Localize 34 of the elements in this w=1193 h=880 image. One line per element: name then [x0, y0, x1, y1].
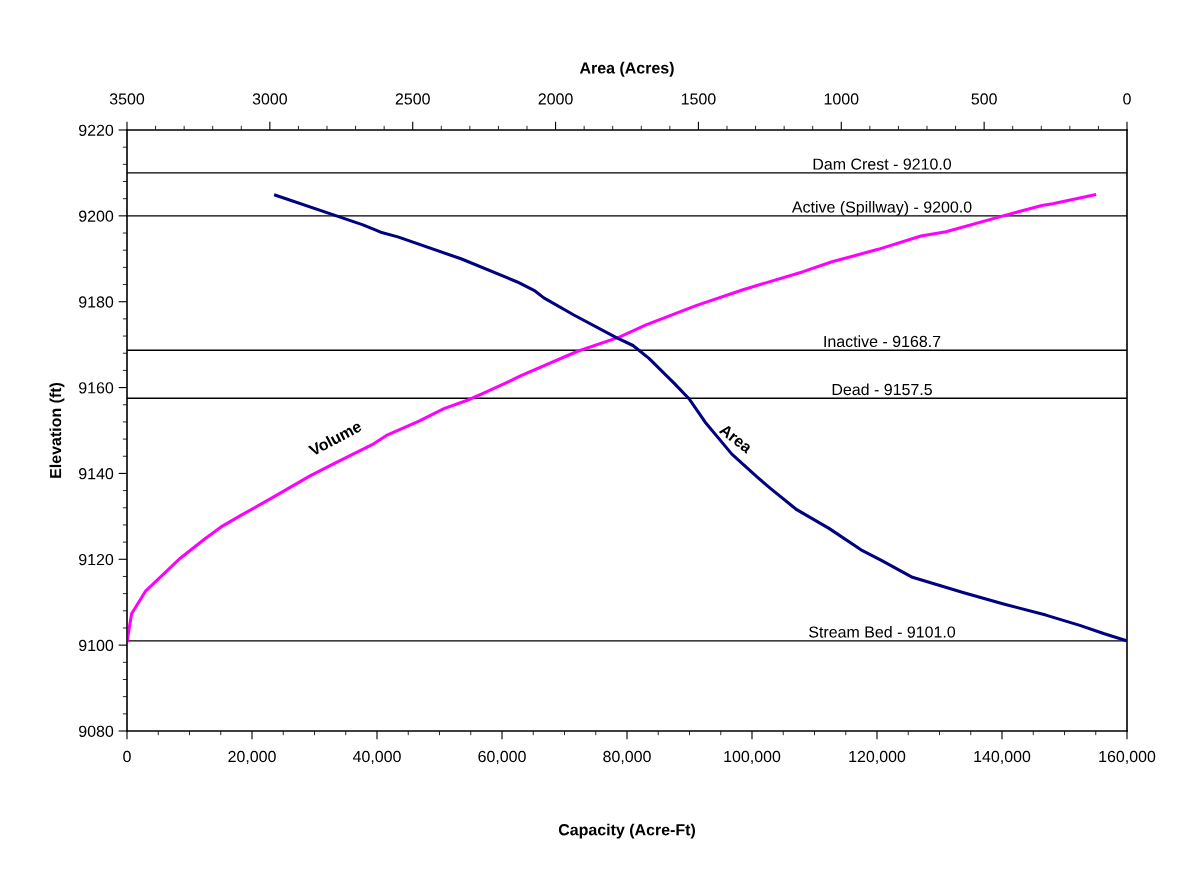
x-tick-label: 40,000: [352, 750, 401, 765]
y-tick-label: 9160: [79, 382, 114, 394]
x2-tick-label: 1000: [824, 93, 859, 105]
x-tick-label: 20,000: [228, 750, 276, 765]
x-tick-label: 100,000: [724, 750, 781, 765]
x2-tick-label: 3000: [252, 93, 287, 105]
x-tick-label: 80,000: [603, 750, 651, 765]
y-tick-label: 9180: [79, 296, 114, 308]
ref-line-label: Dead - 9157.5: [832, 383, 932, 396]
x2-tick-label: 1500: [681, 93, 716, 105]
y-axis-title: Elevation (ft): [49, 382, 65, 478]
ref-line-label: Dam Crest - 9210.0: [813, 158, 952, 170]
x2-axis-title: Area (Acres): [579, 61, 674, 77]
ref-line-label: Stream Bed - 9101.0: [809, 625, 956, 638]
x-axis-title: Capacity (Acre-Ft): [558, 823, 695, 839]
y-tick-label: 9200: [79, 210, 114, 222]
y-tick-label: 9220: [79, 124, 114, 136]
x-tick-label: 160,000: [1099, 750, 1156, 765]
x2-tick-label: 0: [1123, 93, 1131, 105]
line-series: [127, 193, 1097, 644]
y-tick-label: 9120: [79, 553, 114, 566]
ref-line-label: Active (Spillway) - 9200.0: [791, 200, 972, 216]
y-tick-label: 9140: [79, 468, 114, 480]
ref-line-label: Inactive - 9168.7: [824, 335, 941, 348]
x2-tick-label: 500: [971, 93, 997, 105]
y-tick-label: 9080: [79, 725, 114, 737]
y-tick-label: 9100: [79, 639, 114, 652]
x-tick-label: 140,000: [974, 750, 1031, 765]
x2-tick-label: 2000: [538, 93, 573, 105]
x-tick-label: 60,000: [478, 750, 526, 765]
x-tick-label: 120,000: [849, 750, 906, 765]
x2-tick-label: 3500: [109, 93, 145, 105]
x2-tick-label: 2500: [395, 93, 430, 105]
x-tick-label: 0: [123, 750, 131, 763]
